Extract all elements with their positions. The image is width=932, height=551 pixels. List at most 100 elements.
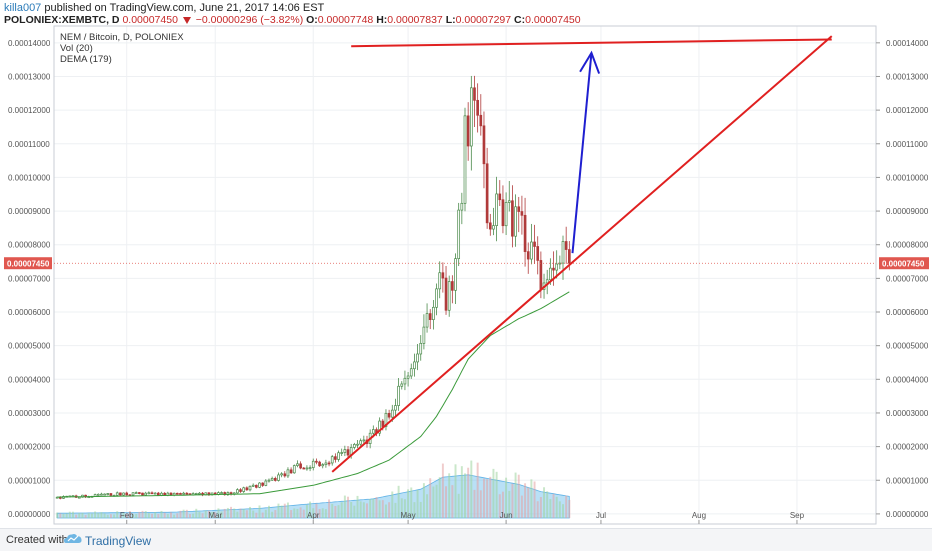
dema-line [57, 291, 570, 498]
candle-body [552, 267, 555, 271]
candle-body [488, 222, 492, 230]
tradingview-cloud-icon [63, 533, 83, 548]
candle-body [280, 473, 283, 476]
candle-body [511, 200, 514, 237]
y-tick-label-left: 0.00011000 [8, 140, 50, 149]
volume-bar [511, 483, 514, 518]
volume-bar [530, 479, 533, 518]
volume-bar [151, 513, 153, 518]
dema-layer [57, 291, 570, 498]
candle-body [362, 439, 366, 442]
candle-body [144, 492, 148, 496]
volume-bar [169, 512, 172, 518]
candle-body [245, 487, 249, 491]
candle-body [526, 251, 530, 260]
y-tick-label-right: 0.00014000 [886, 39, 929, 48]
volume-bar [305, 504, 308, 518]
candle-body [270, 478, 274, 481]
candle-body [523, 214, 527, 252]
candle-body [492, 225, 495, 230]
volume-bar [125, 513, 128, 518]
volume-bar [435, 484, 438, 518]
candle-body [469, 87, 473, 147]
y-tick-label-right: 0.00010000 [886, 173, 929, 182]
y-tick-label-left: 0.00007000 [8, 274, 51, 283]
open-value: 0.00007748 [317, 14, 374, 26]
candle-body [561, 241, 565, 264]
volume-bar [388, 502, 391, 518]
breakout-arrow[interactable] [571, 52, 593, 254]
volume-bar [185, 509, 188, 518]
right-price-axis[interactable]: 0.00014000 0.00013000 0.00012000 0.00011000… [876, 39, 929, 519]
volume-bar [166, 514, 169, 518]
volume-bar [524, 483, 527, 518]
last-price-text: 0.00007450 [122, 14, 178, 26]
volume-bar [97, 513, 100, 518]
volume-bar [486, 479, 489, 518]
candle-body [261, 482, 264, 486]
candle-body [327, 462, 331, 465]
support-trendline[interactable] [331, 35, 833, 473]
candle-body [387, 412, 391, 418]
candle-body [160, 492, 163, 496]
volume-bar [109, 514, 112, 518]
candle-body [549, 267, 552, 281]
volume-bar [492, 468, 495, 518]
left-price-axis[interactable]: 0.00014000 0.00013000 0.00012000 0.00011000… [8, 39, 51, 519]
candle-body [359, 440, 362, 445]
volume-bar [271, 511, 274, 518]
volume-bar [135, 514, 138, 518]
tradingview-brand[interactable]: TradingView [85, 534, 152, 548]
volume-bar [400, 498, 403, 518]
y-tick-label-left: 0.00012000 [8, 106, 51, 115]
candle-body [321, 464, 325, 467]
volume-bar [255, 512, 258, 518]
pane-frame [53, 25, 877, 525]
last-price-tag-left-text: 0.00007450 [7, 260, 50, 269]
volume-bar [94, 511, 97, 518]
volume-bar [160, 510, 163, 518]
author-link[interactable]: killa007 [4, 2, 42, 14]
candle-body [353, 444, 356, 448]
candle-body [318, 461, 321, 467]
volume-bar [226, 507, 229, 518]
candle-body [463, 115, 467, 204]
volume-bar [233, 508, 236, 518]
low-label: L: [445, 14, 456, 26]
candle-body [346, 449, 350, 456]
x-tick-label: Apr [307, 511, 320, 520]
candle-body [182, 492, 185, 495]
volume-bar [122, 512, 125, 518]
resistance-trendline[interactable] [351, 38, 832, 48]
candle-body [533, 241, 536, 247]
y-tick-label-right: 0.00009000 [886, 207, 929, 216]
y-tick-label-left: 0.00013000 [8, 72, 51, 81]
candle-body [334, 456, 337, 460]
volume-bar [214, 512, 217, 518]
volume-bar [448, 473, 451, 518]
candle-body [258, 482, 261, 488]
candle-body [185, 492, 189, 495]
price-chart[interactable]: 0.00007450 0.00007450 0.00014000 0.0001300… [0, 0, 932, 528]
publish-line: killa007 published on TradingView.com, J… [4, 2, 324, 14]
candle-body [324, 462, 328, 465]
candle-body [413, 361, 416, 370]
candle-body [115, 492, 119, 496]
legend-dema: DEMA (179) [60, 54, 112, 65]
volume-bar [340, 502, 343, 518]
candle-body [425, 313, 429, 328]
volume-bar [457, 493, 460, 518]
candle-body [302, 467, 306, 470]
time-axis[interactable]: Feb Mar Apr May Jun Jul Aug Sep [120, 511, 805, 524]
candle-body [55, 496, 59, 499]
volume-bar [283, 503, 286, 518]
candle-body [558, 262, 562, 265]
volume-bar [568, 499, 571, 518]
volume-bar [403, 499, 406, 518]
y-tick-label-left: 0.00010000 [8, 173, 51, 182]
volume-bar [426, 494, 429, 518]
y-tick-label-right: 0.00000000 [886, 510, 929, 519]
high-label: H: [376, 14, 388, 26]
volume-layer [56, 460, 571, 519]
candle-body [343, 449, 347, 453]
